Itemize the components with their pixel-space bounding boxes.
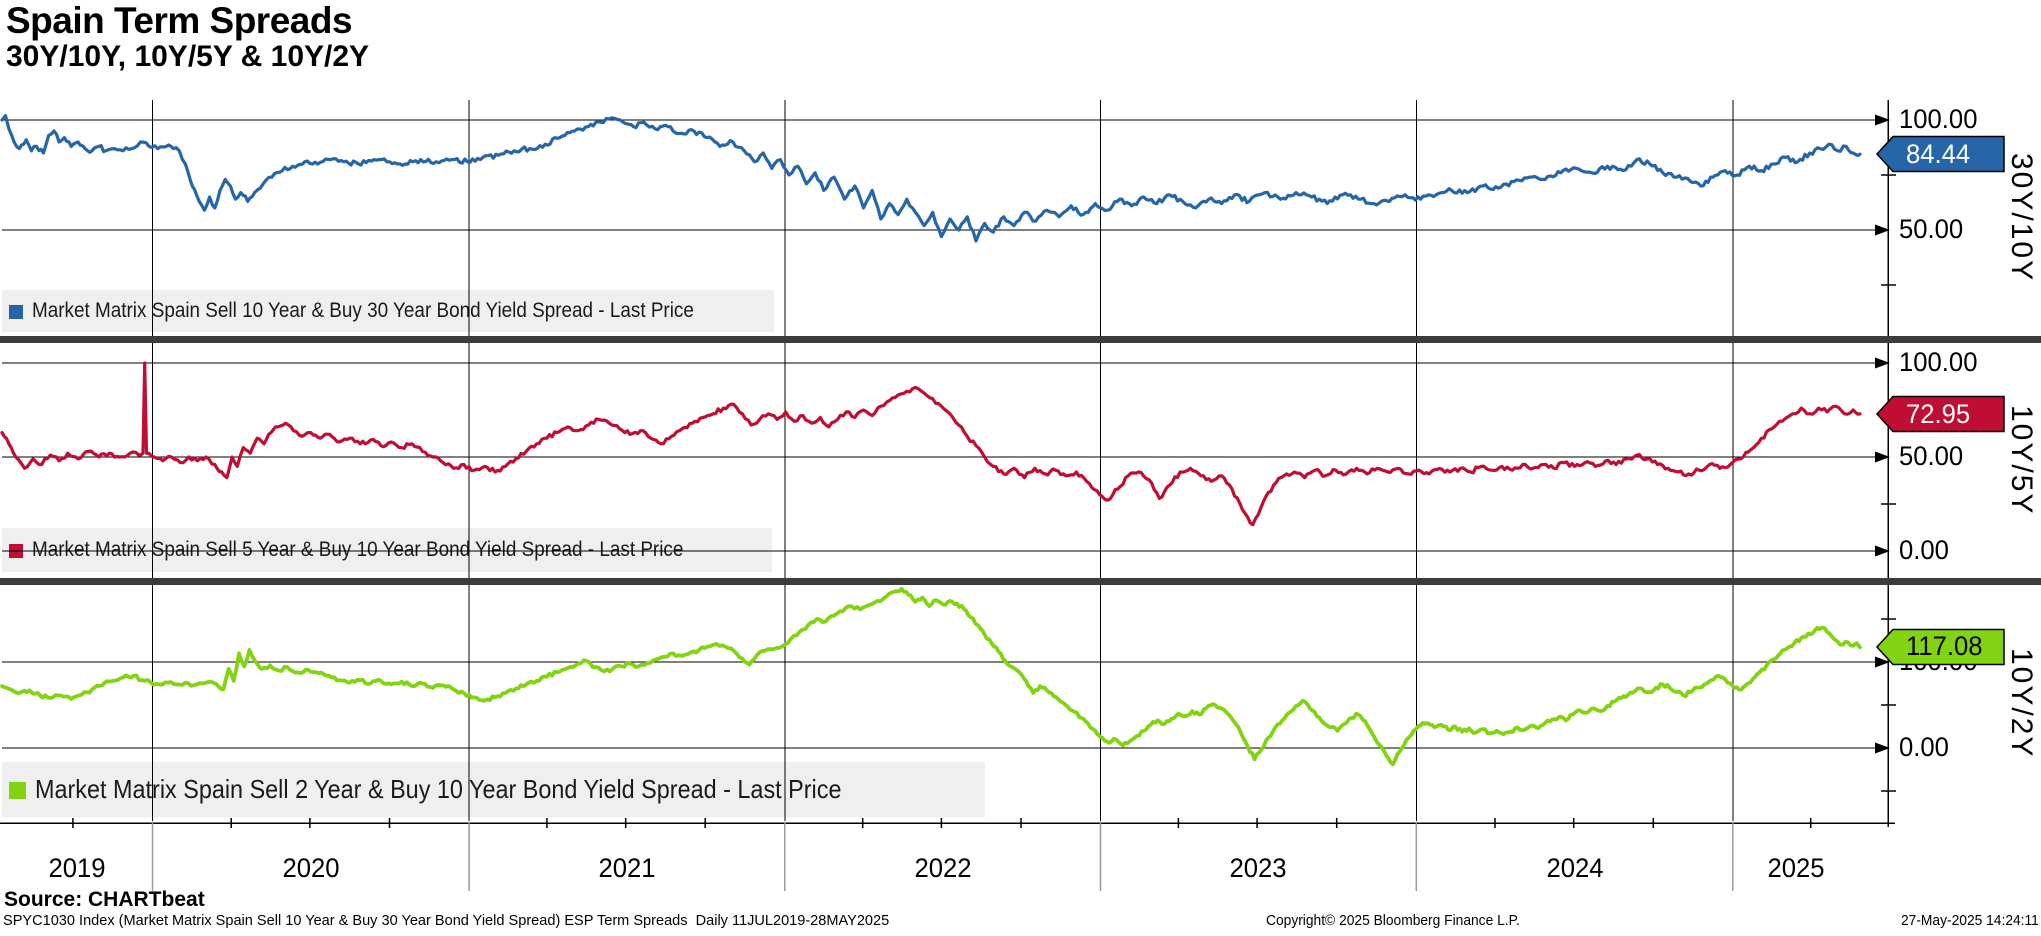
last-price-badge-10y5y: 72.95	[1906, 399, 1971, 429]
x-axis-year-label: 2019	[48, 853, 106, 883]
y-axis-tick-label: 50.00	[1899, 214, 1964, 244]
y-axis-tick-label: 50.00	[1899, 441, 1964, 471]
legend-30y10y[interactable]: Market Matrix Spain Sell 10 Year & Buy 3…	[2, 290, 774, 332]
x-axis-year-label: 2020	[282, 853, 340, 883]
y-axis-tick-label: 0.00	[1899, 535, 1949, 565]
legend-10y5y[interactable]: Market Matrix Spain Sell 5 Year & Buy 10…	[2, 528, 772, 572]
legend-marker-icon	[9, 305, 23, 319]
legend-10y2y[interactable]: Market Matrix Spain Sell 2 Year & Buy 10…	[2, 762, 985, 817]
panel-axis-label-30y10y: 30Y/10Y	[2005, 153, 2038, 283]
last-price-badge-10y2y: 117.08	[1906, 631, 1983, 661]
footer-copyright: Copyright© 2025 Bloomberg Finance L.P.	[1266, 912, 1520, 929]
legend-label: Market Matrix Spain Sell 10 Year & Buy 3…	[32, 299, 694, 322]
panel-axis-label-10y2y: 10Y/2Y	[2005, 647, 2038, 759]
y-axis-tick-label: 100.00	[1899, 104, 1978, 134]
x-axis-year-label: 2024	[1546, 853, 1604, 883]
source-label: Source: CHARTbeat	[4, 888, 205, 911]
y-axis-tick-label: 0.00	[1899, 732, 1949, 762]
panel-axis-label-10y5y: 10Y/5Y	[2005, 405, 2038, 516]
x-axis-year-label: 2022	[914, 853, 972, 883]
footer-description: SPYC1030 Index (Market Matrix Spain Sell…	[3, 912, 890, 929]
legend-label: Market Matrix Spain Sell 5 Year & Buy 10…	[32, 538, 684, 561]
x-axis-year-label: 2025	[1767, 853, 1825, 883]
last-price-badge-30y10y: 84.44	[1906, 139, 1971, 169]
page-title: Spain Term Spreads	[6, 0, 353, 41]
page-subtitle: 30Y/10Y, 10Y/5Y & 10Y/2Y	[6, 40, 370, 73]
x-axis-year-label: 2023	[1229, 853, 1287, 883]
x-axis-year-label: 2021	[598, 853, 656, 883]
legend-marker-icon	[9, 782, 26, 799]
legend-label: Market Matrix Spain Sell 2 Year & Buy 10…	[35, 774, 842, 804]
y-axis-tick-label: 100.00	[1899, 347, 1978, 377]
footer-datetime: 27-May-2025 14:24:11	[1901, 912, 2039, 929]
